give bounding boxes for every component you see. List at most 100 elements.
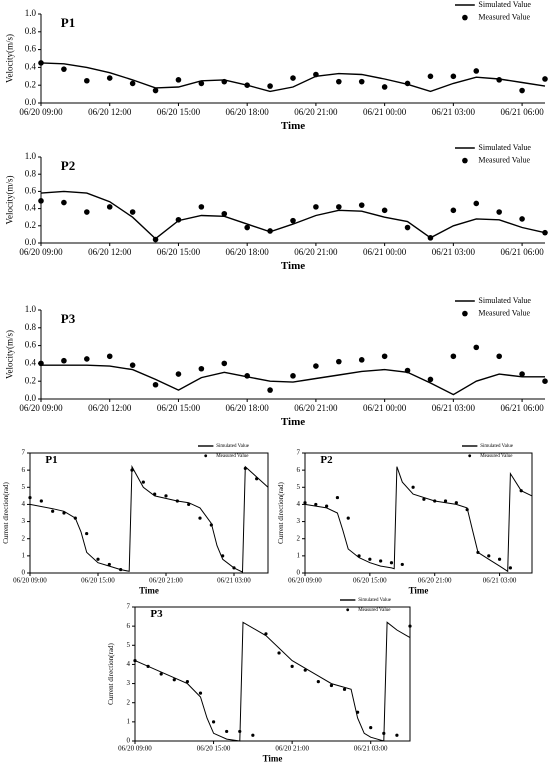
y-tick-label: 5 [297, 483, 301, 491]
measured-point [96, 557, 100, 561]
measured-point [133, 659, 137, 663]
legend-marker [462, 157, 468, 164]
y-tick-label: 6 [297, 466, 301, 474]
plot-frame [304, 452, 533, 574]
y-tick-label: 1.0 [25, 8, 37, 18]
x-axis-title: Time [281, 416, 305, 428]
chart-title: P2 [320, 454, 333, 466]
x-tick-label: 06/21 03:00 [432, 403, 476, 413]
y-tick-label: 1.0 [25, 304, 37, 314]
measured-point [153, 492, 157, 496]
y-tick-label: 3 [127, 679, 131, 687]
measured-point [185, 680, 189, 684]
measured-point [313, 71, 319, 78]
legend-label: Measured Value [478, 155, 530, 164]
measured-point [198, 365, 205, 372]
y-tick-label: 0.8 [25, 26, 37, 36]
measured-point [38, 360, 44, 367]
measured-point [427, 235, 434, 241]
measured-point [39, 499, 43, 503]
y-tick-label: 0.2 [25, 79, 36, 89]
measured-point [129, 209, 136, 215]
measured-point [61, 357, 67, 364]
measured-point [290, 664, 294, 668]
measured-point [358, 78, 365, 85]
y-tick-label: 2 [127, 698, 131, 706]
x-tick-label: 06/21 00:00 [363, 107, 407, 117]
measured-point [329, 683, 334, 688]
legend-label: Measured Value [480, 454, 513, 459]
legend-label: Simulated Value [478, 143, 531, 152]
y-tick-label: 0 [127, 737, 131, 745]
y-tick-label: 1 [127, 717, 131, 725]
x-tick-label: 06/20 12:00 [88, 107, 132, 117]
chart-title: P3 [61, 311, 76, 326]
measured-point [400, 562, 404, 567]
measured-point [107, 562, 111, 567]
y-tick-label: 1 [297, 551, 301, 559]
plot-frame [134, 606, 411, 742]
measured-point [264, 632, 268, 636]
x-tick-label: 06/20 15:00 [353, 577, 387, 585]
x-tick-label: 06/20 09:00 [13, 577, 47, 585]
measured-point [381, 353, 388, 360]
y-tick-label: 2 [297, 534, 301, 542]
measured-point [152, 381, 159, 388]
measured-point [277, 651, 281, 655]
measured-point [244, 82, 250, 88]
measured-point [211, 720, 216, 724]
chart: 0 1 2 3 4 5 6 7 06/20 09:00 06/20 15:00 06/20 21:0… [277, 444, 533, 595]
measured-point [152, 87, 159, 94]
measured-point [389, 561, 394, 565]
measured-point [508, 566, 512, 570]
x-tick-label: 06/20 09:00 [19, 247, 63, 257]
legend-label: Simulated Value [478, 296, 531, 305]
measured-point [198, 80, 205, 87]
x-tick-label: 06/21 00:00 [363, 247, 407, 257]
y-tick-label: 0.6 [25, 185, 37, 195]
x-tick-label: 06/20 21:00 [294, 107, 338, 117]
measured-point [303, 668, 307, 672]
measured-point [146, 664, 150, 668]
measured-point [465, 507, 469, 512]
measured-point [519, 87, 525, 94]
measured-point [542, 229, 548, 236]
x-tick-label: 06/20 09:00 [118, 745, 152, 753]
legend-marker [204, 454, 208, 458]
simulated-line [40, 190, 546, 240]
measured-point [221, 210, 228, 217]
legend-label: Simulated Value [216, 444, 250, 449]
y-tick-label: 0.4 [25, 357, 37, 367]
measured-point [358, 202, 365, 208]
measured-point [38, 198, 44, 204]
measured-point [368, 557, 372, 561]
measured-point [325, 504, 329, 508]
measured-point [542, 76, 548, 82]
measured-point [198, 516, 202, 520]
y-tick-label: 3 [22, 517, 26, 525]
measured-point [106, 353, 113, 360]
x-tick-label: 06/20 15:00 [157, 247, 201, 257]
x-axis-title: Time [409, 585, 429, 595]
measured-point [346, 516, 350, 520]
legend-label: Simulated Value [358, 598, 392, 603]
legend-label: Simulated Value [480, 444, 514, 449]
measured-point [61, 199, 67, 206]
x-tick-label: 06/20 12:00 [88, 247, 132, 257]
x-tick-label: 06/20 09:00 [288, 577, 322, 585]
x-tick-label: 06/21 03:00 [483, 577, 517, 585]
measured-point [450, 353, 457, 360]
measured-point [381, 84, 388, 90]
chart: 0 1 2 3 4 5 6 7 06/20 09:00 06/20 15:00 06/20 21:0… [2, 444, 269, 595]
measured-point [382, 731, 386, 735]
y-tick-label: 1 [22, 551, 26, 559]
measured-point [379, 559, 383, 563]
measured-point [28, 495, 32, 500]
measured-point [159, 672, 163, 676]
measured-point [84, 77, 90, 84]
chart-title: P2 [61, 158, 75, 173]
measured-point [175, 216, 182, 223]
x-tick-label: 06/20 21:00 [418, 577, 452, 585]
x-tick-label: 06/20 09:00 [19, 107, 63, 117]
